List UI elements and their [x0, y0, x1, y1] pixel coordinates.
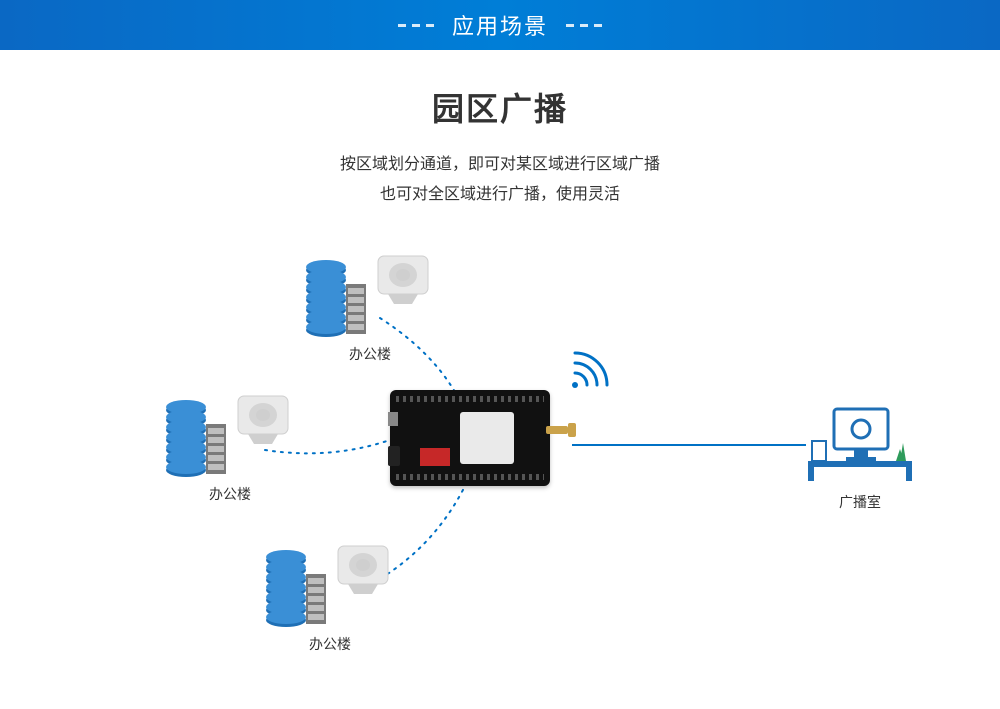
node-office-bottom: 办公楼: [260, 540, 400, 654]
node-label: 广播室: [800, 492, 920, 512]
board-dip-switch: [420, 448, 450, 466]
node-label: 办公楼: [300, 344, 440, 364]
node-center-board: [390, 390, 550, 486]
node-broadcast-room: 广播室: [800, 395, 920, 512]
office-icon: [300, 250, 440, 340]
board-usb-port: [388, 412, 398, 426]
node-label: 办公楼: [160, 484, 300, 504]
office-icon: [260, 540, 400, 630]
board-audio-jack: [388, 446, 400, 466]
node-label: 办公楼: [260, 634, 400, 654]
office-icon: [160, 390, 300, 480]
diagram-connections: [0, 0, 1000, 709]
broadcast-room-icon: [800, 395, 920, 485]
node-office-top: 办公楼: [300, 250, 440, 364]
board-sma-connector: [546, 426, 568, 434]
node-office-left: 办公楼: [160, 390, 300, 504]
board-rf-module: [460, 412, 514, 464]
